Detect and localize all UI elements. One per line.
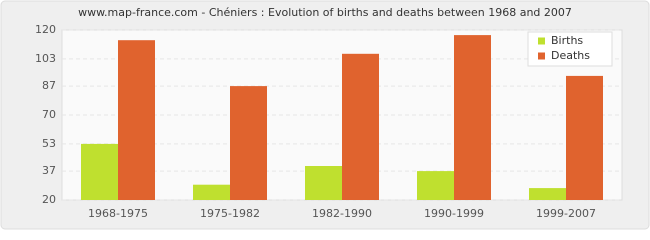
legend-swatch [538, 52, 545, 60]
bar [81, 143, 118, 200]
bar [454, 35, 491, 200]
y-tick-label: 70 [42, 108, 56, 121]
bar [118, 40, 155, 201]
chart-title: www.map-france.com - Chéniers : Evolutio… [78, 6, 572, 19]
y-tick-label: 87 [42, 79, 56, 92]
bar [230, 86, 267, 200]
page: {"chart_data": {"type": "bar", "title": … [0, 0, 650, 230]
legend-label: Deaths [551, 49, 590, 62]
x-tick-label: 1990-1999 [424, 207, 484, 220]
chart: www.map-france.com - Chéniers : Evolutio… [0, 0, 650, 230]
x-tick-label: 1975-1982 [200, 207, 260, 220]
y-tick-label: 37 [42, 164, 56, 177]
x-tick-label: 1999-2007 [536, 207, 596, 220]
legend-swatch [538, 37, 545, 45]
bar [529, 188, 566, 200]
y-tick-label: 20 [42, 193, 56, 206]
y-tick-label: 53 [42, 137, 56, 150]
x-tick-label: 1968-1975 [88, 207, 148, 220]
x-tick-label: 1982-1990 [312, 207, 372, 220]
bar [305, 166, 342, 200]
y-tick-label: 103 [35, 52, 56, 65]
y-tick-label: 120 [35, 23, 56, 36]
bar [417, 171, 454, 200]
legend-label: Births [551, 34, 583, 47]
bar [566, 75, 603, 200]
bar [342, 53, 379, 200]
bar [193, 184, 230, 200]
